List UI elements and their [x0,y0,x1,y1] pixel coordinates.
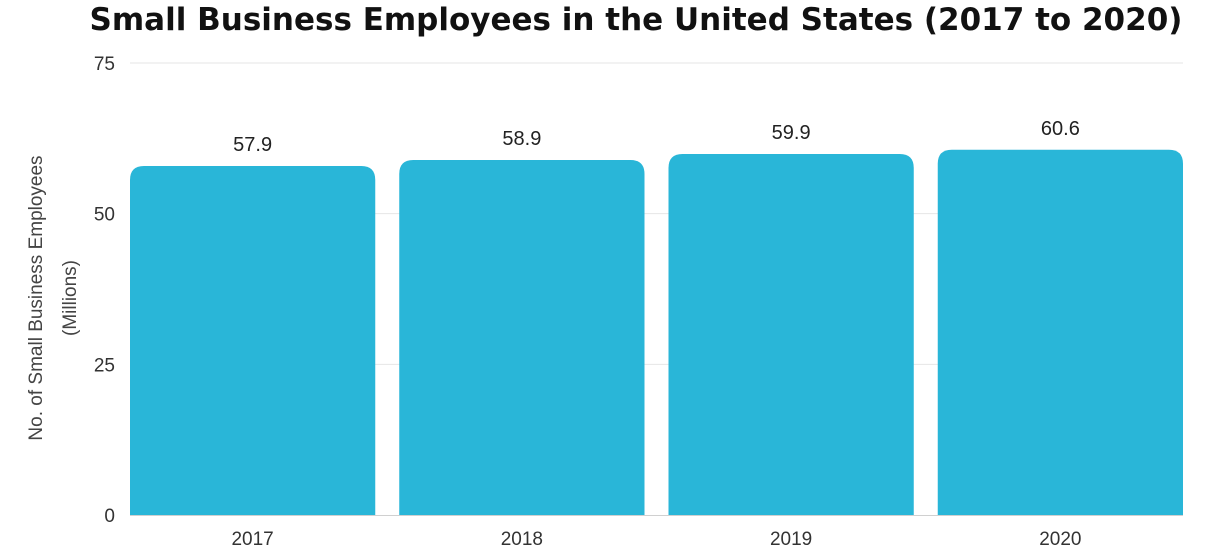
bar-2018 [399,160,645,515]
y-axis-ticks: 0 25 50 75 [94,54,115,527]
y-tick-label: 75 [94,54,115,75]
data-label-2017: 57.9 [233,134,272,156]
chart-title: Small Business Employees in the United S… [90,2,1183,38]
y-axis-title: No. of Small Business Employees (Million… [26,155,81,440]
data-label-2020: 60.6 [1041,118,1080,140]
x-tick-label-2018: 2018 [501,529,543,550]
y-axis-title-line2: (Millions) [60,260,81,336]
data-label-2018: 58.9 [502,128,541,150]
y-axis-title-line1: No. of Small Business Employees [26,155,47,440]
data-labels: 57.9 58.9 59.9 60.6 [233,118,1080,156]
y-tick-label: 25 [94,355,115,376]
bars [130,149,1183,515]
x-axis-ticks: 2017 2018 2019 2020 [231,529,1081,550]
x-tick-label-2017: 2017 [231,529,273,550]
x-tick-label-2019: 2019 [770,529,812,550]
bar-2017 [130,166,376,515]
bar-2019 [668,154,914,515]
data-label-2019: 59.9 [772,122,811,144]
y-tick-label: 50 [94,205,115,226]
y-tick-label: 0 [104,506,115,527]
bar-2020 [937,149,1183,515]
x-tick-label-2020: 2020 [1039,529,1081,550]
